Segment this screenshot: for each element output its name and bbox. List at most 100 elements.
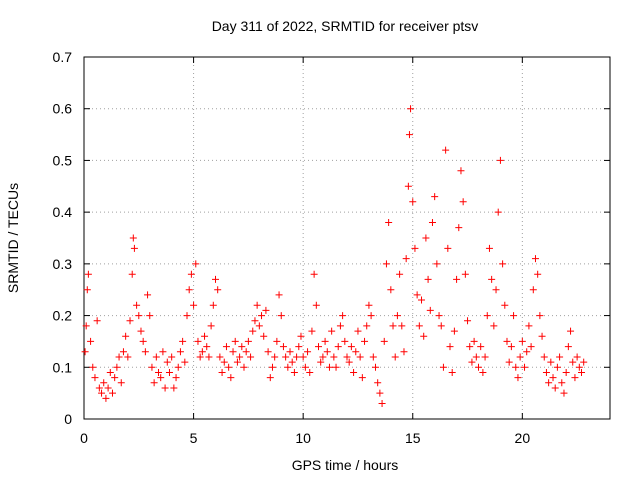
data-point bbox=[179, 337, 187, 345]
data-point bbox=[126, 317, 134, 325]
data-point bbox=[108, 389, 116, 397]
data-point bbox=[102, 394, 110, 402]
data-point bbox=[499, 260, 507, 268]
data-point bbox=[334, 343, 342, 351]
data-point bbox=[218, 368, 226, 376]
data-point bbox=[203, 343, 211, 351]
data-point bbox=[196, 353, 204, 361]
data-point bbox=[227, 374, 235, 382]
data-point bbox=[91, 374, 99, 382]
x-axis-label: GPS time / hours bbox=[292, 457, 399, 473]
data-point bbox=[268, 363, 276, 371]
data-point bbox=[150, 379, 158, 387]
data-point bbox=[378, 399, 386, 407]
grid-lines bbox=[84, 57, 610, 419]
data-point bbox=[466, 343, 474, 351]
data-point bbox=[569, 358, 577, 366]
data-point bbox=[89, 363, 97, 371]
data-point bbox=[117, 379, 125, 387]
data-point bbox=[479, 368, 487, 376]
data-point bbox=[505, 358, 513, 366]
data-point bbox=[220, 358, 228, 366]
data-point bbox=[369, 353, 377, 361]
data-point bbox=[146, 312, 154, 320]
data-point bbox=[560, 389, 568, 397]
data-point bbox=[512, 363, 520, 371]
data-point bbox=[424, 275, 432, 283]
data-point bbox=[455, 224, 463, 232]
data-point bbox=[525, 322, 533, 330]
data-point bbox=[580, 358, 588, 366]
data-point bbox=[181, 358, 189, 366]
data-point bbox=[100, 379, 108, 387]
y-tick-label: 0.5 bbox=[53, 152, 73, 168]
data-point bbox=[374, 379, 382, 387]
data-point bbox=[405, 131, 413, 139]
data-point bbox=[111, 374, 119, 382]
data-point bbox=[266, 374, 274, 382]
data-point bbox=[350, 368, 358, 376]
data-point bbox=[468, 358, 476, 366]
data-point bbox=[437, 322, 445, 330]
x-tick-label: 15 bbox=[405, 430, 421, 446]
data-point bbox=[157, 374, 165, 382]
data-point bbox=[312, 301, 320, 309]
data-point bbox=[106, 368, 114, 376]
data-point bbox=[222, 343, 230, 351]
data-point bbox=[483, 312, 491, 320]
data-point bbox=[290, 368, 298, 376]
data-point bbox=[253, 301, 261, 309]
data-point bbox=[536, 312, 544, 320]
data-point bbox=[141, 348, 149, 356]
data-point bbox=[529, 286, 537, 294]
x-tick-label: 0 bbox=[80, 430, 88, 446]
data-point bbox=[343, 353, 351, 361]
data-point bbox=[470, 337, 478, 345]
data-point bbox=[523, 348, 531, 356]
data-point bbox=[277, 312, 285, 320]
data-point bbox=[448, 368, 456, 376]
data-point bbox=[330, 353, 338, 361]
data-point bbox=[130, 244, 138, 252]
data-point bbox=[376, 389, 384, 397]
data-point bbox=[119, 348, 127, 356]
y-tick-label: 0.3 bbox=[53, 256, 73, 272]
data-point bbox=[521, 363, 529, 371]
data-point bbox=[435, 312, 443, 320]
data-point bbox=[573, 353, 581, 361]
data-point bbox=[238, 343, 246, 351]
data-point bbox=[214, 286, 222, 294]
data-point bbox=[433, 260, 441, 268]
data-point bbox=[304, 348, 312, 356]
data-point bbox=[332, 363, 340, 371]
data-point bbox=[212, 275, 219, 283]
data-point bbox=[367, 312, 375, 320]
data-point bbox=[144, 291, 152, 299]
data-point bbox=[297, 332, 305, 340]
data-point bbox=[115, 353, 123, 361]
data-point bbox=[225, 363, 233, 371]
data-point bbox=[538, 332, 546, 340]
data-point bbox=[496, 156, 504, 164]
data-point bbox=[341, 337, 349, 345]
data-point bbox=[315, 343, 323, 351]
data-point bbox=[428, 218, 436, 226]
data-point bbox=[176, 348, 184, 356]
data-point bbox=[516, 353, 524, 361]
data-point bbox=[308, 327, 316, 335]
data-point bbox=[84, 270, 92, 278]
data-point bbox=[258, 312, 266, 320]
data-points bbox=[81, 105, 588, 407]
data-point bbox=[233, 358, 241, 366]
data-point bbox=[354, 327, 362, 335]
data-point bbox=[82, 322, 90, 330]
data-point bbox=[402, 255, 410, 263]
data-point bbox=[325, 363, 333, 371]
data-point bbox=[81, 348, 89, 356]
data-point bbox=[558, 379, 566, 387]
data-point bbox=[163, 358, 171, 366]
data-point bbox=[422, 234, 430, 242]
data-point bbox=[407, 105, 415, 113]
data-point bbox=[205, 353, 213, 361]
data-point bbox=[249, 327, 257, 335]
